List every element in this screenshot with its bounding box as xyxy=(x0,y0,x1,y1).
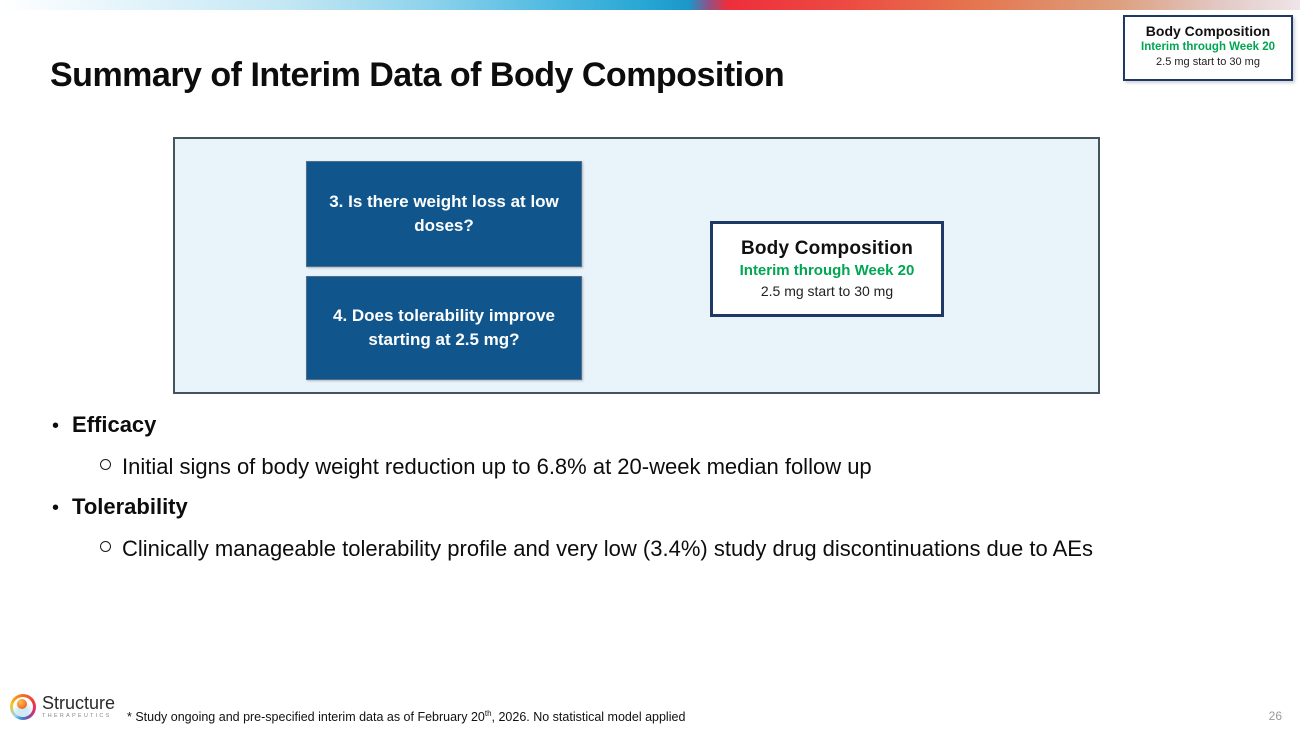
bullet-efficacy-label: Efficacy xyxy=(72,412,157,437)
logo-name: Structure xyxy=(42,693,116,713)
question-box-4-label: 4. Does tolerability improve starting at… xyxy=(332,306,555,349)
corner-badge-subtitle: Interim through Week 20 xyxy=(1141,41,1275,53)
study-box-detail: 2.5 mg start to 30 mg xyxy=(760,283,894,299)
question-box-4: 4. Does tolerability improve starting at… xyxy=(306,276,582,380)
corner-study-badge: Body Composition Interim through Week 20… xyxy=(1123,15,1293,81)
subbullet-efficacy: Initial signs of body weight reduction u… xyxy=(100,451,872,482)
bullet-tolerability: • Tolerability xyxy=(52,494,188,520)
footnote: * Study ongoing and pre-specified interi… xyxy=(127,709,686,725)
page-title: Summary of Interim Data of Body Composit… xyxy=(50,56,785,94)
subbullet-tolerability: Clinically manageable tolerability profi… xyxy=(100,533,1093,564)
page-number: 26 xyxy=(1268,709,1282,723)
corner-badge-detail: 2.5 mg start to 30 mg xyxy=(1156,56,1260,68)
circle-bullet-icon xyxy=(100,459,111,470)
study-box-subtitle: Interim through Week 20 xyxy=(739,262,915,279)
bullet-dot-icon: • xyxy=(52,497,60,519)
summary-panel: 3. Is there weight loss at low doses? 4.… xyxy=(173,137,1100,394)
question-box-3: 3. Is there weight loss at low doses? xyxy=(306,161,582,267)
logo-subname: THERAPEUTICS xyxy=(42,713,112,719)
bullet-efficacy: • Efficacy xyxy=(52,412,156,438)
corner-badge-title: Body Composition xyxy=(1145,23,1271,39)
bullet-dot-icon: • xyxy=(52,415,60,437)
subbullet-efficacy-text: Initial signs of body weight reduction u… xyxy=(122,454,872,479)
study-box-title: Body Composition xyxy=(740,238,914,259)
top-gradient-bar xyxy=(0,0,1300,10)
subbullet-tolerability-text: Clinically manageable tolerability profi… xyxy=(122,536,1093,561)
structure-therapeutics-logo: Structure THERAPEUTICS xyxy=(10,694,115,720)
circle-bullet-icon xyxy=(100,541,111,552)
question-box-3-label: 3. Is there weight loss at low doses? xyxy=(329,192,559,235)
logo-sphere-icon xyxy=(10,694,36,720)
bullet-tolerability-label: Tolerability xyxy=(72,494,188,519)
study-box: Body Composition Interim through Week 20… xyxy=(710,221,944,317)
